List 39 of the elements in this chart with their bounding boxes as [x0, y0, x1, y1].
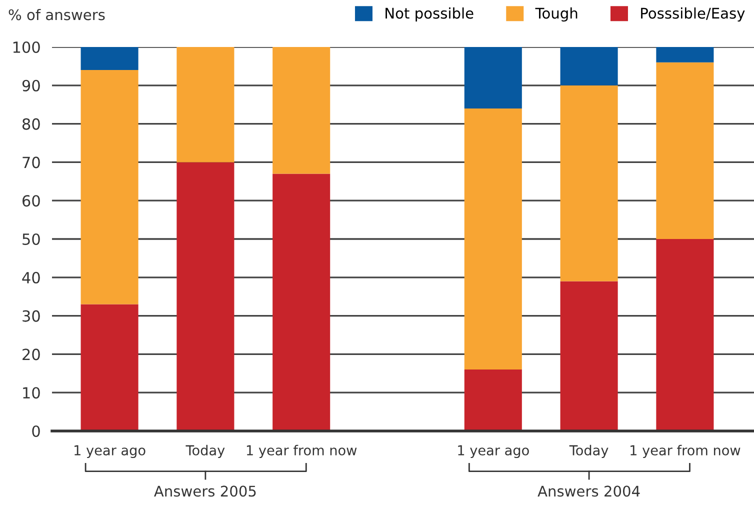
- bar: [272, 174, 330, 431]
- legend-label: Tough: [535, 7, 578, 22]
- y-tick-label: 70: [22, 156, 40, 168]
- bar: [272, 47, 330, 174]
- bar: [464, 47, 522, 108]
- y-tick-label: 20: [22, 348, 40, 360]
- legend-label: Posssible/Easy: [641, 7, 745, 22]
- text: Answers 2005: [154, 486, 256, 497]
- legend-label: Not possible: [386, 7, 474, 22]
- bar: [176, 162, 234, 431]
- bar: [560, 47, 618, 86]
- bar: [464, 108, 522, 370]
- bar: [176, 47, 234, 162]
- y-tick-label: 90: [22, 80, 40, 92]
- y-tick-label: 0: [32, 425, 40, 438]
- x-tick-label: 1 year from now: [630, 444, 740, 458]
- text: Answers 2004: [538, 486, 640, 497]
- y-tick-label: 50: [22, 233, 40, 246]
- bar: [560, 85, 618, 282]
- y-tick-label: 80: [22, 118, 40, 130]
- y-axis-title: % of answers: [8, 8, 105, 20]
- bar: [656, 47, 714, 62]
- bar: [80, 304, 138, 431]
- bar: [80, 70, 138, 304]
- y-tick-label: 60: [22, 195, 40, 207]
- x-tick-label: 1 year ago: [74, 445, 146, 458]
- y-tick-label: 10: [23, 387, 40, 399]
- bar: [80, 47, 138, 70]
- x-tick-label: Today: [186, 444, 225, 458]
- bar: [560, 281, 618, 431]
- y-tick-label: 100: [13, 41, 40, 54]
- bar: [464, 370, 522, 431]
- y-tick-label: 30: [22, 310, 40, 322]
- x-tick-label: 1 year from now: [246, 444, 357, 458]
- x-tick-label: 1 year ago: [458, 445, 529, 458]
- x-tick-label: Today: [569, 444, 608, 458]
- bar: [656, 239, 714, 431]
- bar: [656, 62, 714, 239]
- y-tick-label: 40: [22, 272, 40, 284]
